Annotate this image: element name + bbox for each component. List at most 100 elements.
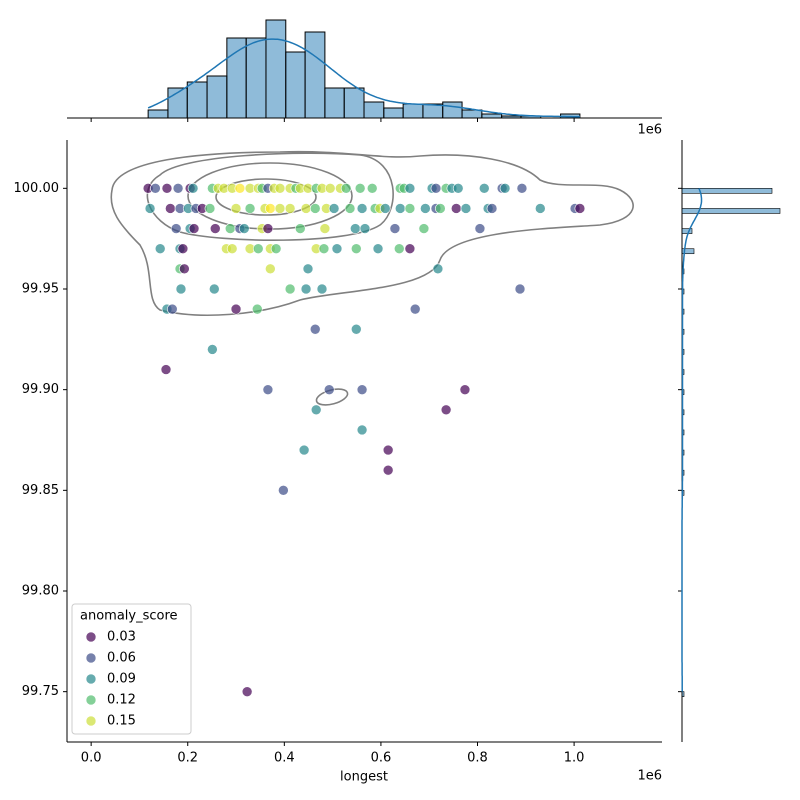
scatter-point — [187, 183, 199, 194]
scatter-point — [226, 243, 238, 255]
scatter-point — [310, 404, 322, 416]
scatter-point — [179, 263, 190, 275]
scatter-point — [389, 223, 401, 234]
scatter-point — [418, 223, 430, 234]
x-tick-label: 0.8 — [467, 751, 488, 766]
top-hist-bar — [363, 101, 385, 119]
scatter-point — [430, 183, 442, 194]
scatter-point — [474, 223, 486, 234]
scatter-point — [300, 283, 312, 295]
y-tick-label: 100.00 — [14, 181, 60, 196]
scatter-point — [175, 283, 187, 295]
x-tick-label: 0.6 — [371, 751, 392, 766]
legend-marker — [85, 652, 97, 664]
legend-label: 0.15 — [107, 714, 136, 729]
right-hist-bar — [681, 208, 781, 214]
scatter-point — [382, 464, 394, 476]
y-tick-label: 99.85 — [22, 483, 59, 498]
scatter-point — [302, 263, 314, 275]
scatter-point — [435, 203, 446, 214]
scatter-point — [516, 183, 528, 194]
scatter-point — [344, 203, 356, 214]
scatter-point — [499, 183, 511, 194]
top-kde-curve — [147, 38, 580, 118]
scatter-point — [294, 223, 306, 234]
legend-marker — [85, 694, 97, 706]
scatter-point — [224, 223, 236, 234]
scatter-point — [262, 223, 274, 234]
scatter-point — [440, 404, 452, 416]
scatter-point — [165, 203, 176, 214]
top-hist-bar — [265, 19, 287, 119]
scatter-point — [432, 263, 444, 275]
scatter-point — [270, 243, 282, 255]
x-axis-label: longest — [340, 770, 388, 785]
scatter-point — [354, 183, 366, 194]
scatter-point — [234, 183, 246, 194]
legend-marker — [85, 631, 97, 643]
kde-contour — [215, 178, 317, 216]
scatter-point — [284, 283, 296, 295]
top-hist-bar — [343, 87, 365, 119]
top-hist-bar — [226, 37, 247, 119]
y-tick-label: 99.75 — [22, 684, 59, 699]
scatter-point — [324, 183, 336, 194]
y-tick-label: 99.95 — [22, 281, 59, 296]
right-hist-bar — [681, 691, 685, 697]
scatter-point — [274, 203, 286, 214]
scatter-point — [300, 203, 312, 214]
scatter-point — [274, 183, 286, 194]
legend-marker — [85, 673, 97, 685]
scatter-point — [172, 183, 184, 194]
scatter-point — [486, 203, 498, 214]
legend: anomaly_score 0.03 0.06 0.09 0.12 0.15 — [71, 603, 192, 735]
scatter-point — [450, 203, 462, 214]
scatter-point — [318, 243, 330, 255]
scatter-point — [265, 263, 276, 275]
top-offset-label: 1e6 — [637, 123, 662, 138]
right-hist-bar — [681, 228, 693, 234]
scatter-point — [150, 183, 161, 194]
legend-marker — [85, 715, 97, 727]
scatter-point — [251, 303, 263, 315]
legend-label: 0.06 — [107, 651, 136, 666]
scatter-point — [420, 203, 431, 214]
legend-box — [71, 603, 192, 735]
scatter-point — [350, 223, 361, 234]
y-tick-label: 99.90 — [22, 382, 59, 397]
scatter-point — [144, 203, 156, 214]
y-tick-label: 99.80 — [22, 583, 59, 598]
scatter-point — [404, 203, 416, 214]
scatter-point — [230, 303, 242, 315]
scatter-point — [238, 223, 250, 234]
scatter-point — [404, 183, 416, 194]
top-hist-bar — [501, 115, 522, 119]
scatter-point — [350, 323, 362, 335]
scatter-point — [230, 203, 242, 214]
scatter-point — [574, 203, 586, 214]
scatter-point — [372, 243, 384, 255]
scatter-point — [394, 203, 406, 214]
scatter-point — [340, 183, 352, 194]
scatter-point — [209, 223, 221, 234]
scatter-point — [316, 283, 328, 295]
scatter-point — [298, 444, 310, 456]
right-hist-bar — [681, 188, 773, 194]
scatter-point — [328, 203, 340, 214]
scatter-point — [265, 203, 276, 214]
legend-label: 0.12 — [107, 693, 136, 708]
scatter-point — [323, 384, 335, 395]
top-hist-bar — [147, 109, 169, 119]
scatter-point — [166, 303, 178, 315]
scatter-point — [262, 384, 274, 395]
top-hist-bar — [481, 113, 503, 119]
scatter-point — [331, 243, 343, 255]
kde-contour — [146, 152, 394, 241]
scatter-point — [160, 364, 172, 375]
top-hist-bar — [422, 103, 444, 119]
scatter-point — [241, 686, 253, 697]
top-hist-bar — [186, 81, 208, 119]
scatter-point — [309, 323, 321, 335]
scatter-point — [459, 384, 471, 395]
